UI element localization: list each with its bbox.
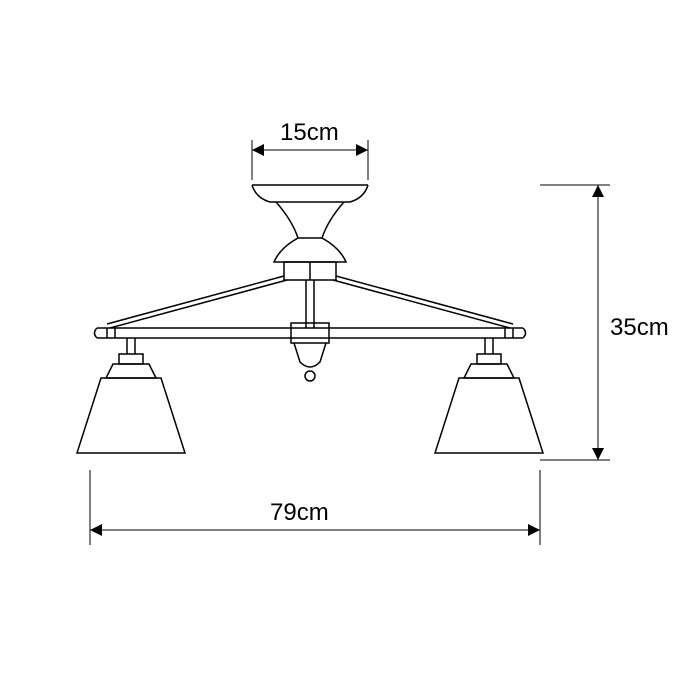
dim-bottom-label: 79cm xyxy=(270,499,329,526)
dim-top: 15cm xyxy=(252,119,368,180)
fixture-diagram: 15cm 35cm 79cm xyxy=(0,0,700,700)
fixture-shape xyxy=(77,185,543,453)
dim-top-label: 15cm xyxy=(280,119,339,146)
dim-bottom: 79cm xyxy=(90,470,540,545)
dim-right-label: 35cm xyxy=(610,314,669,341)
dim-right: 35cm xyxy=(540,185,669,460)
